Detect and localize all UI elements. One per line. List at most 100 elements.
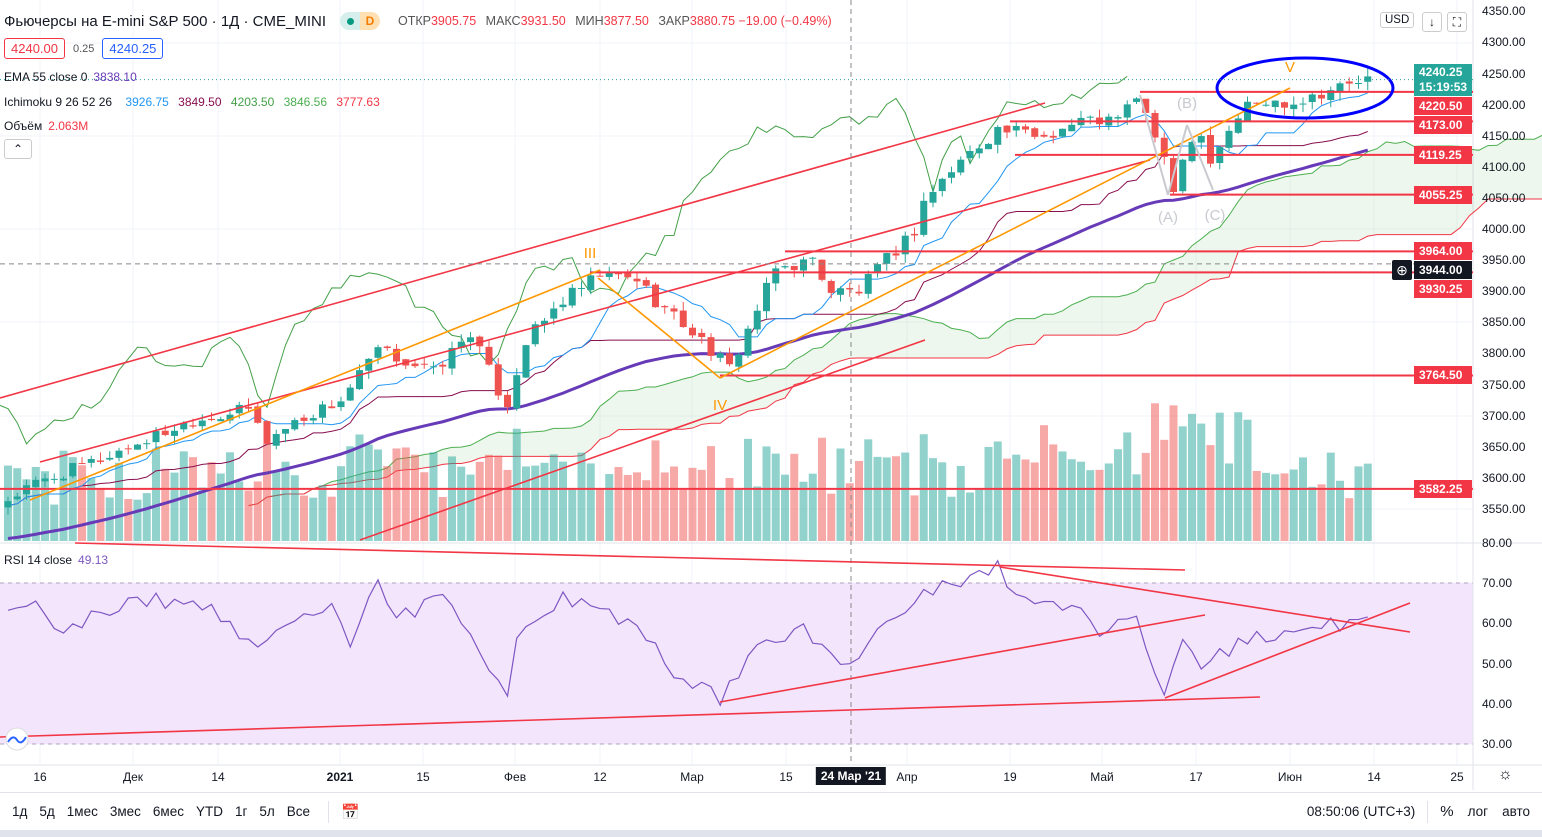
volume-bar [161, 468, 170, 541]
range-5d[interactable]: 5д [39, 804, 55, 819]
rsi-label: RSI 14 close [4, 553, 73, 567]
range-ytd[interactable]: YTD [195, 804, 223, 819]
settings-gear-icon[interactable]: ☼ [1498, 766, 1513, 783]
volume-bar [586, 463, 595, 541]
volume-legend[interactable]: Объём 2.063M [4, 119, 88, 133]
volume-bar [688, 467, 697, 541]
candle-body [485, 346, 493, 365]
candle [106, 451, 114, 461]
candle [1022, 124, 1029, 134]
fullscreen-button[interactable]: ⛶ [1447, 12, 1467, 32]
volume-bar [568, 488, 577, 541]
volume-bar [475, 461, 484, 541]
volume-bar [1317, 484, 1326, 541]
price-tick: 3950.00 [1482, 253, 1526, 268]
volume-bar [1215, 412, 1224, 541]
candle [319, 400, 326, 424]
rsi-legend[interactable]: RSI 14 close 49.13 [4, 553, 108, 567]
candle [1355, 75, 1362, 89]
candle [513, 368, 521, 411]
goto-date-calendar-icon[interactable]: 📅 [341, 803, 360, 821]
symbol-title[interactable]: Фьючерсы на E-mini S&P 500 · 1Д · CME_MI… [4, 12, 326, 30]
clock-timezone[interactable]: 08:50:06 (UTC+3) [1306, 804, 1416, 819]
time-tick: 19 [1003, 770, 1017, 784]
candle [1327, 86, 1335, 108]
candle [985, 143, 992, 150]
candle-body [864, 274, 872, 294]
range-6m[interactable]: 6мес [152, 804, 184, 819]
candle-body [1179, 159, 1187, 192]
candle [911, 227, 918, 242]
auto-scale-toggle[interactable]: авто [1502, 804, 1530, 819]
abc-wave-line [1139, 94, 1169, 196]
candle-body [670, 308, 678, 312]
candle [1271, 100, 1279, 113]
sell-button[interactable]: 4240.00 [4, 38, 65, 59]
candle [115, 447, 123, 462]
candle [143, 439, 151, 450]
candle [217, 416, 225, 422]
volume-bar [1225, 463, 1233, 541]
range-1y[interactable]: 1г [234, 804, 248, 819]
candle-body [1345, 81, 1353, 84]
volume-bar [771, 453, 780, 541]
volume-bar [1345, 498, 1354, 541]
candle [689, 323, 696, 338]
volume-bar [734, 488, 743, 541]
rsi-line [7, 559, 1368, 707]
ichimoku-legend[interactable]: Ichimoku 9 26 52 26 3926.75 3849.50 4203… [4, 95, 380, 109]
volume-bar [411, 454, 419, 541]
candle-body [1318, 94, 1325, 99]
collapse-legend-button[interactable]: ⌃ [4, 139, 32, 159]
volume-bar [115, 462, 123, 541]
candle-body [633, 278, 641, 282]
candle-body [282, 428, 289, 434]
candle [1059, 128, 1066, 138]
candle-body [781, 266, 789, 268]
range-1d[interactable]: 1д [12, 804, 28, 819]
volume-bar [337, 466, 345, 541]
volume-bar [401, 447, 410, 541]
volume-bar [827, 493, 836, 541]
candle-body [272, 434, 280, 446]
candle-body [1031, 128, 1039, 137]
volume-bar [429, 452, 438, 541]
currency-button[interactable]: USD [1380, 12, 1415, 28]
candle-body [476, 336, 484, 347]
range-all[interactable]: Все [286, 804, 311, 819]
percent-scale-toggle[interactable]: % [1440, 803, 1454, 820]
candle [1216, 145, 1224, 170]
candle-body [772, 268, 780, 284]
range-5y[interactable]: 5л [259, 804, 275, 819]
market-status-badge[interactable]: D [340, 12, 380, 30]
candle [198, 414, 206, 431]
buy-button[interactable]: 4240.25 [102, 38, 164, 59]
candle [929, 184, 937, 208]
ichimoku-label: Ichimoku 9 26 52 26 [4, 95, 113, 109]
range-1m[interactable]: 1мес [66, 804, 98, 819]
volume-bar [216, 473, 225, 541]
volume-bar [1169, 405, 1178, 541]
rsi-trend-line [999, 566, 1411, 633]
candle-body [966, 151, 974, 159]
candle-body [1049, 135, 1057, 138]
candle-body [827, 280, 835, 293]
log-scale-toggle[interactable]: лог [1467, 804, 1489, 819]
wave-label: III [584, 245, 597, 262]
add-order-plus-icon[interactable]: ⊕ [1392, 260, 1412, 281]
time-tick: Июн [1277, 770, 1303, 784]
candle-body [624, 273, 632, 278]
volume-bar [59, 450, 68, 541]
ema-legend[interactable]: EMA 55 close 0 3838.10 [4, 70, 137, 84]
scroll-down-button[interactable]: ↓ [1422, 12, 1442, 32]
high-label: МАКС [485, 14, 521, 28]
volume-bar [1197, 423, 1206, 541]
volume-bar [263, 443, 271, 541]
range-3m[interactable]: 3мес [109, 804, 141, 819]
candle [522, 344, 530, 379]
volume-bar [383, 466, 392, 541]
volume-bar [836, 448, 845, 541]
volume-bar [1326, 452, 1335, 541]
price-tick: 4300.00 [1482, 35, 1526, 50]
